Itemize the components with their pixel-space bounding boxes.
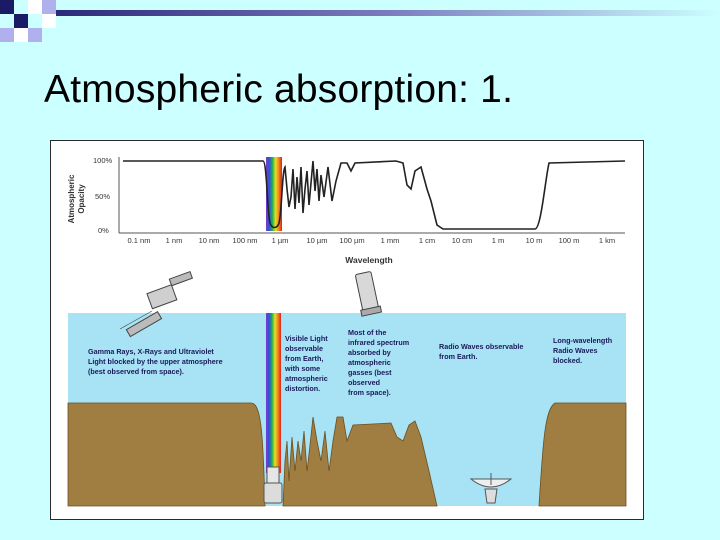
y-tick-50: 50% (95, 192, 110, 201)
x-tick-11: 10 m (526, 236, 543, 245)
x-tick-10: 1 m (492, 236, 505, 245)
x-tick-7: 1 mm (381, 236, 400, 245)
x-tick-8: 1 cm (419, 236, 435, 245)
x-tick-3: 100 nm (232, 236, 257, 245)
svg-text:observed: observed (348, 378, 380, 387)
atmosphere-scene: Gamma Rays, X-Rays and Ultraviolet Light… (67, 270, 627, 507)
svg-text:with some: with some (284, 364, 320, 373)
svg-text:observable: observable (285, 344, 323, 353)
gamma-annotation: Gamma Rays, X-Rays and Ultraviolet Light… (88, 347, 223, 376)
y-axis-label-2: Opacity (77, 184, 86, 214)
svg-text:atmospheric: atmospheric (285, 374, 328, 383)
x-tick-5: 10 µm (307, 236, 328, 245)
y-axis-label-1: Atmospheric (67, 174, 76, 223)
x-tick-2: 10 nm (199, 236, 220, 245)
x-tick-6: 100 µm (339, 236, 364, 245)
ground-telescope-icon (263, 466, 283, 504)
x-tick-9: 10 cm (452, 236, 472, 245)
x-tick-12: 100 m (559, 236, 580, 245)
y-tick-100: 100% (93, 156, 113, 165)
svg-text:from space).: from space). (348, 388, 391, 397)
x-tick-4: 1 µm (272, 236, 289, 245)
svg-text:from Earth,: from Earth, (285, 354, 323, 363)
svg-text:Light blocked by the upper atm: Light blocked by the upper atmosphere (88, 357, 223, 366)
svg-text:Gamma Rays, X-Rays and Ultravi: Gamma Rays, X-Rays and Ultraviolet (88, 347, 214, 356)
svg-text:Visible Light: Visible Light (285, 334, 328, 343)
visible-band-chart (266, 157, 282, 231)
svg-text:gasses (best: gasses (best (348, 368, 392, 377)
slide-title: Atmospheric absorption: 1. (44, 68, 514, 111)
x-tick-1: 1 nm (166, 236, 183, 245)
svg-text:(best observed from space).: (best observed from space). (88, 367, 184, 376)
svg-text:distortion.: distortion. (285, 384, 320, 393)
x-tick-13: 1 km (599, 236, 615, 245)
x-tick-0: 0.1 nm (128, 236, 151, 245)
radio-dish-icon (469, 473, 513, 504)
radio-annotation: Radio Waves observable from Earth. (439, 342, 523, 361)
svg-text:infrared spectrum: infrared spectrum (348, 338, 409, 347)
svg-text:atmospheric: atmospheric (348, 358, 391, 367)
svg-text:absorbed by: absorbed by (348, 348, 391, 357)
svg-text:Long-wavelength: Long-wavelength (553, 336, 612, 345)
visible-annotation: Visible Light observable from Earth, wit… (284, 334, 328, 393)
infrared-annotation: Most of the infrared spectrum absorbed b… (348, 328, 409, 397)
satellite-icon (119, 270, 194, 338)
opacity-chart: Atmospheric Opacity 100% 50% 0% 0.1 nm 1… (67, 156, 626, 265)
svg-text:from Earth.: from Earth. (439, 352, 477, 361)
ground-profile (67, 402, 627, 507)
svg-text:blocked.: blocked. (553, 356, 582, 365)
visible-beam (266, 313, 281, 473)
svg-text:Most of the: Most of the (348, 328, 386, 337)
atmospheric-opacity-diagram: Atmospheric Opacity 100% 50% 0% 0.1 nm 1… (50, 140, 644, 520)
x-axis-label: Wavelength (345, 255, 392, 265)
svg-text:Radio Waves: Radio Waves (553, 346, 597, 355)
y-tick-0: 0% (98, 226, 109, 235)
longwave-annotation: Long-wavelength Radio Waves blocked. (553, 336, 612, 365)
slide-decoration (0, 0, 720, 42)
svg-text:Radio Waves observable: Radio Waves observable (439, 342, 523, 351)
space-telescope-icon (355, 271, 383, 317)
opacity-curve (123, 160, 626, 230)
